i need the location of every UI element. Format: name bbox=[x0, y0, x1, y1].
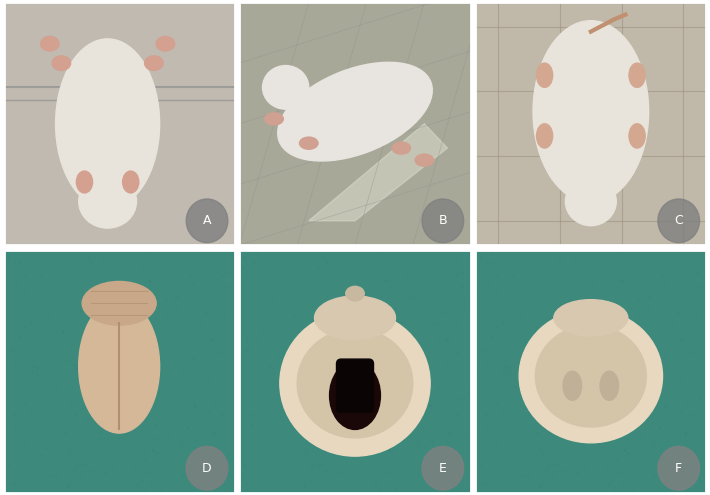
Ellipse shape bbox=[52, 56, 70, 70]
Ellipse shape bbox=[415, 154, 434, 166]
Text: F: F bbox=[675, 462, 682, 475]
Polygon shape bbox=[309, 124, 447, 221]
Ellipse shape bbox=[565, 177, 616, 226]
Ellipse shape bbox=[519, 309, 662, 443]
Text: E: E bbox=[439, 462, 447, 475]
Circle shape bbox=[658, 199, 699, 243]
Text: A: A bbox=[203, 214, 212, 227]
Ellipse shape bbox=[537, 124, 552, 148]
Ellipse shape bbox=[537, 63, 552, 88]
Ellipse shape bbox=[82, 282, 156, 325]
Ellipse shape bbox=[265, 113, 283, 125]
Text: B: B bbox=[439, 214, 447, 227]
Circle shape bbox=[186, 199, 228, 243]
Ellipse shape bbox=[297, 329, 413, 438]
Ellipse shape bbox=[280, 310, 430, 456]
Ellipse shape bbox=[79, 299, 160, 433]
Ellipse shape bbox=[315, 296, 395, 340]
Ellipse shape bbox=[329, 361, 381, 430]
Ellipse shape bbox=[629, 124, 645, 148]
Ellipse shape bbox=[346, 286, 364, 301]
Ellipse shape bbox=[40, 37, 59, 51]
Ellipse shape bbox=[156, 37, 175, 51]
Ellipse shape bbox=[263, 65, 309, 109]
Ellipse shape bbox=[563, 371, 581, 400]
FancyBboxPatch shape bbox=[337, 359, 373, 412]
Circle shape bbox=[658, 446, 699, 490]
Text: D: D bbox=[202, 462, 212, 475]
Circle shape bbox=[422, 446, 464, 490]
Text: C: C bbox=[674, 214, 683, 227]
Ellipse shape bbox=[554, 299, 628, 336]
Circle shape bbox=[186, 446, 228, 490]
Ellipse shape bbox=[145, 56, 163, 70]
Ellipse shape bbox=[300, 137, 318, 149]
Ellipse shape bbox=[278, 62, 432, 161]
Ellipse shape bbox=[77, 171, 92, 193]
Ellipse shape bbox=[535, 325, 646, 427]
Ellipse shape bbox=[79, 175, 136, 228]
Ellipse shape bbox=[600, 371, 618, 400]
Ellipse shape bbox=[629, 63, 645, 88]
Circle shape bbox=[422, 199, 464, 243]
Ellipse shape bbox=[392, 142, 410, 154]
Ellipse shape bbox=[123, 171, 139, 193]
Ellipse shape bbox=[533, 21, 649, 202]
Ellipse shape bbox=[55, 39, 160, 209]
